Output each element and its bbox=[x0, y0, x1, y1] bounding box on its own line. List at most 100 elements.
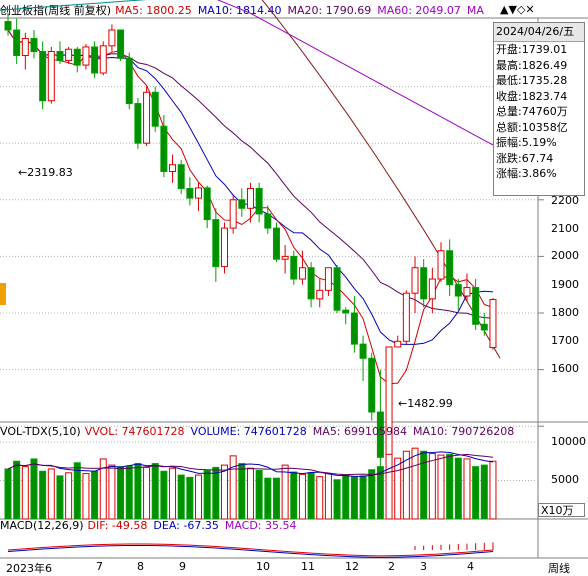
volume-bar bbox=[472, 466, 480, 520]
volume-bar bbox=[195, 474, 203, 520]
volume-bar bbox=[376, 466, 384, 520]
volume-bar bbox=[437, 454, 445, 520]
panel-handle[interactable] bbox=[0, 283, 6, 305]
volume-bar bbox=[342, 474, 350, 520]
volume-bar bbox=[480, 464, 488, 520]
indicator-nav[interactable]: ▲▼◇✕ bbox=[500, 3, 535, 16]
volume-ma10-line bbox=[7, 453, 494, 476]
time-label: 8 bbox=[137, 560, 144, 573]
ma20-label: MA20: 1790.69 bbox=[287, 4, 372, 17]
volume-bar bbox=[212, 466, 220, 520]
ma60-label: MA60: 2049.07 bbox=[377, 4, 461, 17]
settings-icon[interactable]: ◇ bbox=[516, 3, 526, 16]
candle-body bbox=[359, 343, 367, 359]
ma5-label: MA5: 1800.25 bbox=[115, 4, 192, 17]
volume-bar bbox=[21, 466, 29, 520]
volume-bar bbox=[82, 473, 90, 520]
quote-amplitude: 振幅:5.19% bbox=[496, 136, 557, 149]
candle-body bbox=[108, 29, 116, 47]
volume-bar bbox=[143, 466, 151, 520]
period-label[interactable]: 周线 bbox=[548, 562, 570, 575]
volume-bar bbox=[402, 450, 410, 520]
volume-bar bbox=[221, 464, 228, 520]
time-label: 7 bbox=[96, 560, 103, 573]
dif-label: DIF: -49.58 bbox=[87, 519, 148, 532]
volume-bar bbox=[151, 463, 159, 520]
volume-bar bbox=[30, 458, 38, 520]
chevron-up-icon[interactable]: ▲ bbox=[500, 3, 509, 16]
volume-bar bbox=[203, 469, 211, 520]
volume-bar bbox=[73, 462, 81, 520]
price-tick: 1700 bbox=[551, 334, 579, 347]
quote-close: 收盘:1823.74 bbox=[496, 89, 568, 103]
candle-body bbox=[39, 51, 47, 102]
candle-body bbox=[195, 187, 203, 199]
quote-high: 最高:1826.49 bbox=[496, 58, 568, 72]
quote-amount: 总额:10358亿 bbox=[496, 120, 568, 134]
volume-bar bbox=[134, 463, 142, 520]
volume-unit: X10万 bbox=[538, 503, 585, 517]
candle-body bbox=[212, 219, 220, 268]
candle-body bbox=[298, 267, 306, 280]
quote-info-panel: 2024/04/26/五 开盘:1739.01 最高:1826.49 最低:17… bbox=[493, 22, 585, 196]
macd-title: MACD(12,26,9) bbox=[0, 519, 84, 532]
candle-body bbox=[99, 45, 107, 74]
volume-bar bbox=[117, 466, 125, 520]
candle-body bbox=[30, 37, 38, 53]
volume-bar bbox=[56, 475, 64, 520]
candle-body bbox=[420, 267, 428, 300]
quote-volume: 总量:74760万 bbox=[496, 105, 568, 118]
price-tick: 1600 bbox=[551, 362, 579, 375]
macd-dif-line bbox=[7, 543, 494, 557]
candle-body bbox=[91, 46, 99, 74]
volume-bar bbox=[316, 476, 324, 520]
candle-body bbox=[160, 125, 168, 172]
volume-bar bbox=[394, 457, 402, 520]
ma-more-label: MA bbox=[466, 4, 484, 17]
volume-bar bbox=[411, 447, 419, 520]
candle-body bbox=[394, 340, 402, 348]
volume-bar bbox=[385, 453, 393, 520]
high-annotation: ←2319.83 bbox=[18, 166, 73, 179]
price-header: 创业板指(周线 前复权) MA5: 1800.25 MA10: 1814.40 MA2… bbox=[0, 2, 500, 20]
low-annotation: ←1482.99 bbox=[398, 397, 453, 410]
candle-body bbox=[402, 292, 410, 342]
candle-body bbox=[246, 187, 254, 209]
vvol-label: VVOL: 747601728 bbox=[84, 425, 185, 438]
candle-body bbox=[342, 309, 350, 314]
candle-body bbox=[177, 164, 185, 189]
volume-bar bbox=[13, 460, 21, 520]
volume-bar bbox=[246, 467, 254, 520]
candle-body bbox=[143, 91, 151, 144]
volume-bar bbox=[264, 477, 272, 520]
volume-bar bbox=[238, 463, 246, 520]
candle-body bbox=[307, 267, 315, 300]
volume-bar bbox=[255, 469, 263, 520]
volume-bar bbox=[229, 455, 237, 520]
volume-tick: 10000 bbox=[551, 435, 586, 448]
candle-body bbox=[4, 21, 12, 31]
volume-bar bbox=[65, 472, 73, 520]
close-icon[interactable]: ✕ bbox=[525, 3, 535, 16]
quote-change-pct: 涨幅:3.86% bbox=[496, 167, 557, 180]
candle-body bbox=[186, 187, 194, 199]
time-label: 10 bbox=[256, 560, 270, 573]
volume-bar bbox=[350, 476, 358, 520]
quote-date: 2024/04/26/五 bbox=[494, 23, 584, 42]
volume-bar bbox=[333, 479, 341, 520]
volume-bar bbox=[489, 460, 497, 520]
volume-bar bbox=[428, 453, 436, 520]
ma10-label: MA10: 1814.40 bbox=[197, 4, 282, 17]
candle-body bbox=[376, 411, 384, 458]
time-label: 12 bbox=[345, 560, 359, 573]
ma60-line bbox=[216, 0, 501, 150]
candle-body bbox=[324, 267, 332, 291]
candle-body bbox=[489, 299, 497, 349]
quote-low: 最低:1735.28 bbox=[496, 74, 568, 87]
price-tick: 1900 bbox=[551, 278, 579, 291]
candle-body bbox=[229, 199, 237, 229]
chevron-down-icon[interactable]: ▼ bbox=[508, 3, 517, 16]
time-label: 9 bbox=[179, 560, 186, 573]
